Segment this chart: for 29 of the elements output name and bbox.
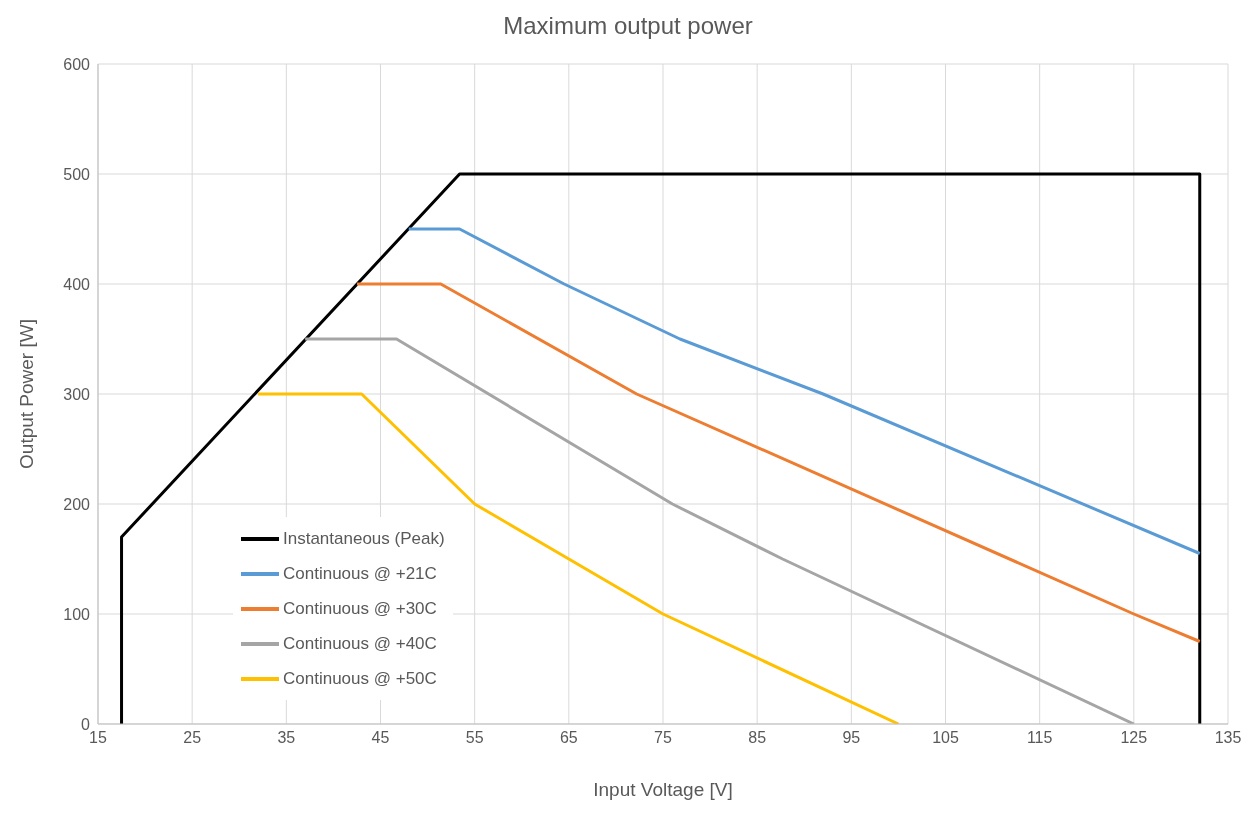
x-tick-label: 115 [1026, 729, 1053, 747]
x-tick-label: 125 [1120, 729, 1148, 747]
legend-label: Continuous @ +21C [283, 563, 437, 584]
x-tick-label: 105 [932, 729, 959, 747]
legend-label: Continuous @ +50C [283, 668, 437, 689]
y-tick-label: 600 [63, 55, 91, 73]
legend-label: Instantaneous (Peak) [283, 528, 445, 549]
legend-label: Continuous @ +40C [283, 633, 437, 654]
y-tick-label: 300 [63, 385, 91, 403]
y-tick-label: 200 [63, 495, 91, 513]
y-axis-title: Output Power [W] [15, 319, 37, 469]
x-tick-label: 65 [559, 729, 578, 747]
x-tick-label: 25 [183, 729, 202, 747]
y-tick-label: 100 [63, 605, 91, 623]
x-tick-label: 55 [465, 729, 484, 747]
x-tick-label: 85 [748, 729, 767, 747]
x-axis-title: Input Voltage [V] [593, 779, 733, 800]
x-tick-label: 35 [277, 729, 296, 747]
x-tick-label: 95 [842, 729, 861, 747]
x-tick-label: 45 [371, 729, 390, 747]
x-tick-label: 75 [654, 729, 672, 747]
x-tick-label: 15 [89, 729, 107, 747]
y-tick-label: 500 [63, 165, 91, 183]
line-series [256, 392, 900, 724]
x-tick-label: 135 [1214, 729, 1242, 747]
y-tick-label: 400 [63, 275, 91, 293]
legend-label: Continuous @ +30C [283, 598, 437, 619]
chart-title: Maximum output power [502, 12, 754, 40]
y-tick-label: 0 [81, 715, 91, 733]
